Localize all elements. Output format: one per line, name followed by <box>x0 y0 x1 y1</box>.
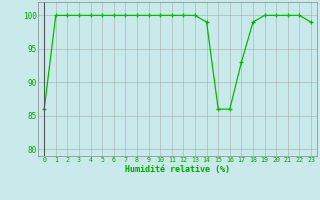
X-axis label: Humidité relative (%): Humidité relative (%) <box>125 165 230 174</box>
